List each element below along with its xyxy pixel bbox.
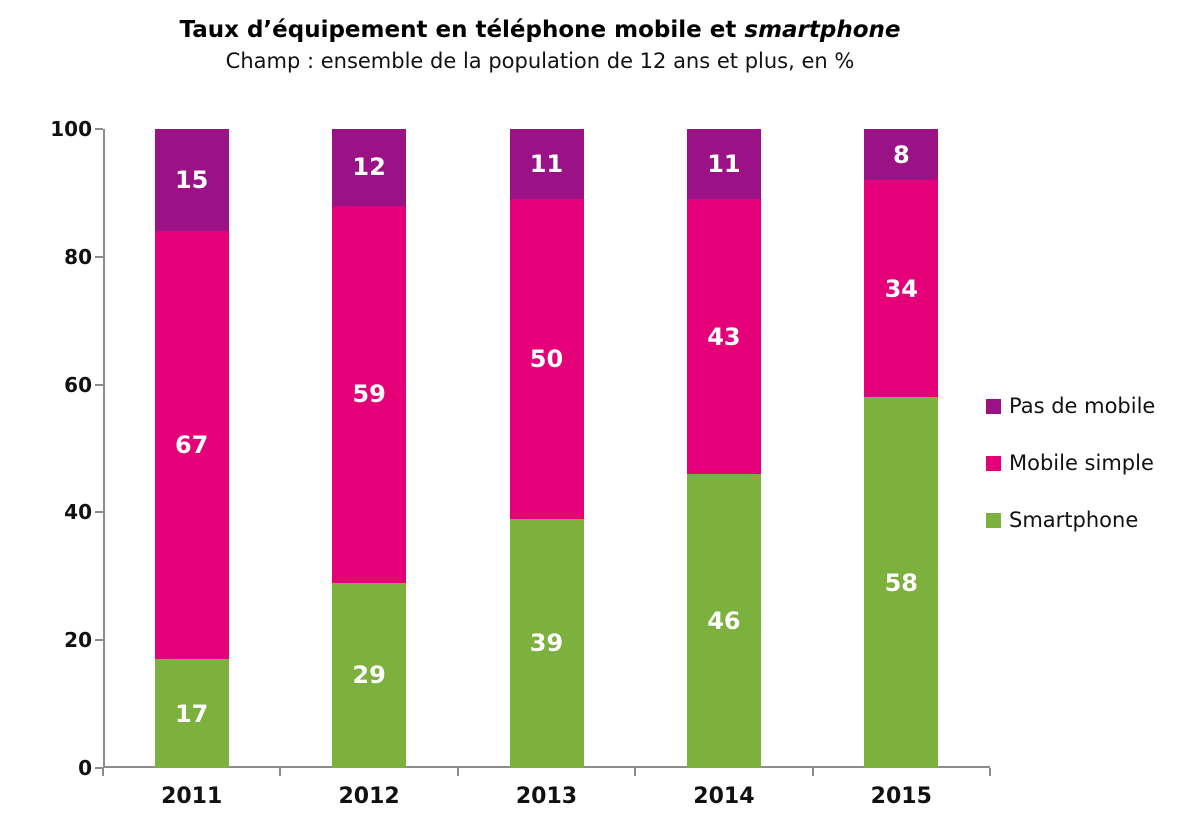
bar-2015: 8 34 58 — [864, 129, 939, 768]
bar-segment-smartphone: 17 — [154, 659, 229, 768]
legend-swatch — [986, 398, 1001, 414]
bar-segment-value: 50 — [529, 345, 564, 374]
bar-segment-value: 59 — [352, 380, 386, 409]
bar-segment-mobile-simple: 34 — [864, 180, 939, 398]
bar-segment-value: 58 — [884, 568, 918, 597]
chart-title: Taux d’équipement en téléphone mobile et… — [60, 16, 1020, 45]
bar-segment-mobile-simple: 43 — [686, 199, 761, 475]
y-axis-tick-label: 60 — [64, 372, 92, 397]
x-axis-tick-mark — [811, 768, 814, 776]
y-axis-tick-label: 0 — [78, 756, 92, 780]
bar-segment-smartphone: 58 — [864, 397, 939, 768]
x-axis-label: 2012 — [338, 784, 400, 809]
bar-segment-value: 29 — [352, 661, 386, 690]
chart-header: Taux d’équipement en téléphone mobile et… — [60, 16, 1020, 73]
legend-label: Smartphone — [1009, 508, 1139, 532]
bar-2014: 11 43 46 — [686, 129, 761, 768]
bar-2012: 12 59 29 — [332, 129, 407, 768]
legend-label: Mobile simple — [1009, 451, 1154, 475]
x-axis-label: 2014 — [693, 784, 755, 809]
x-axis-tick-mark — [634, 768, 637, 776]
bar-segment-pas-de-mobile: 15 — [154, 129, 229, 232]
legend-item-mobile-simple: Mobile simple — [986, 451, 1154, 475]
bar-segment-pas-de-mobile: 12 — [332, 129, 407, 206]
bar-segment-value: 17 — [174, 699, 209, 728]
chart-title-text: Taux d’équipement en téléphone mobile et — [179, 17, 737, 43]
bar-segment-value: 39 — [529, 629, 564, 658]
chart-title-italic: smartphone — [744, 17, 901, 43]
x-axis-label: 2015 — [870, 784, 932, 809]
y-axis-tick-label: 40 — [64, 500, 92, 525]
bar-2011: 15 67 17 — [154, 129, 229, 768]
bar-segment-value: 12 — [352, 153, 386, 182]
x-axis-label: 2013 — [515, 784, 578, 809]
y-axis-tick-mark — [95, 639, 103, 642]
legend-swatch — [986, 512, 1001, 528]
x-axis-tick-mark — [102, 768, 104, 776]
legend-label: Pas de mobile — [1009, 394, 1156, 418]
bar-segment-value: 15 — [174, 166, 209, 195]
bar-segment-value: 46 — [707, 607, 741, 636]
y-axis-tick-mark — [95, 128, 103, 130]
legend: Pas de mobile Mobile simple Smartphone — [986, 394, 1186, 534]
bar-segment-mobile-simple: 59 — [332, 205, 407, 583]
y-axis-tick-label: 20 — [64, 628, 92, 653]
bar-segment-mobile-simple: 50 — [509, 199, 584, 519]
chart-subtitle: Champ : ensemble de la population de 12 … — [225, 48, 855, 73]
legend-item-smartphone: Smartphone — [986, 508, 1138, 532]
legend-item-pas-de-mobile: Pas de mobile — [986, 394, 1155, 418]
bar-segment-value: 8 — [892, 140, 910, 169]
bar-segment-value: 11 — [707, 150, 741, 179]
bar-segment-pas-de-mobile: 11 — [509, 129, 584, 200]
bar-segment-smartphone: 29 — [332, 582, 407, 768]
bar-segment-value: 34 — [884, 274, 918, 303]
y-axis-tick-mark — [95, 383, 103, 386]
y-axis-tick-mark — [95, 767, 103, 769]
bar-segment-mobile-simple: 67 — [154, 231, 229, 660]
legend-swatch — [986, 455, 1001, 471]
y-axis-tick-label: 100 — [50, 117, 92, 141]
y-axis-tick-label: 80 — [64, 244, 92, 269]
bar-segment-value: 67 — [174, 431, 209, 460]
bar-2013: 11 50 39 — [509, 129, 584, 768]
bar-segment-value: 11 — [529, 150, 564, 179]
bar-segment-smartphone: 39 — [509, 518, 584, 768]
x-axis-tick-mark — [989, 768, 991, 776]
bar-segment-pas-de-mobile: 11 — [686, 129, 761, 200]
x-axis-tick-mark — [279, 768, 282, 776]
bar-segment-pas-de-mobile: 8 — [864, 129, 939, 181]
bar-segment-value: 43 — [707, 322, 741, 351]
bar-segment-smartphone: 46 — [686, 474, 761, 768]
x-axis-label: 2011 — [161, 784, 223, 809]
y-axis-tick-mark — [95, 255, 103, 258]
x-axis-tick-mark — [456, 768, 459, 776]
y-axis-tick-mark — [95, 511, 103, 514]
